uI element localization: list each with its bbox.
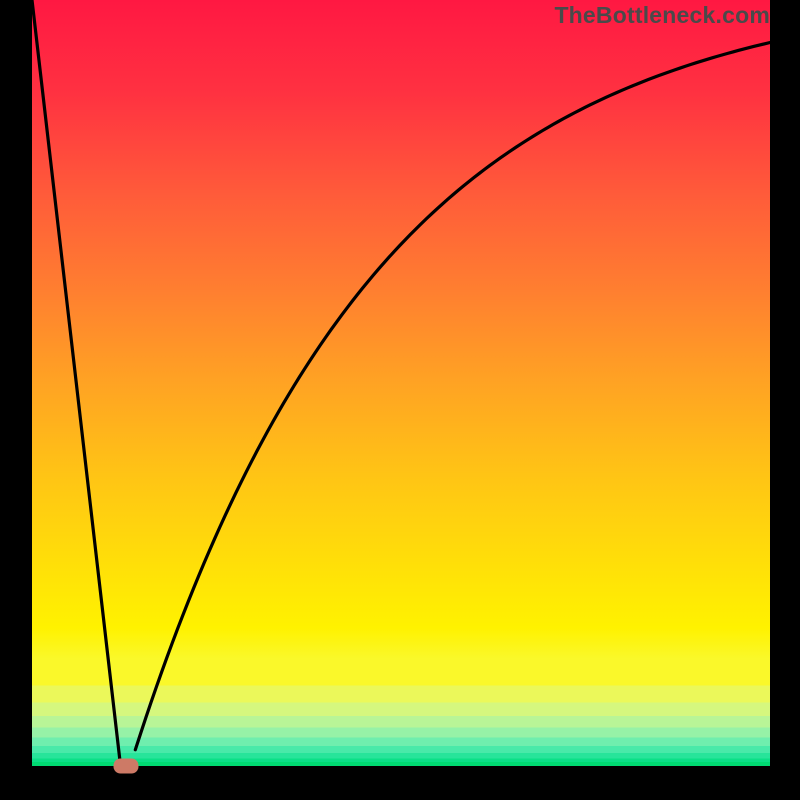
watermark-text: TheBottleneck.com: [554, 2, 770, 29]
bottleneck-marker: [114, 759, 139, 774]
chart-container: TheBottleneck.com: [0, 0, 800, 800]
curve-overlay: [32, 0, 770, 766]
plot-area: [32, 0, 770, 766]
